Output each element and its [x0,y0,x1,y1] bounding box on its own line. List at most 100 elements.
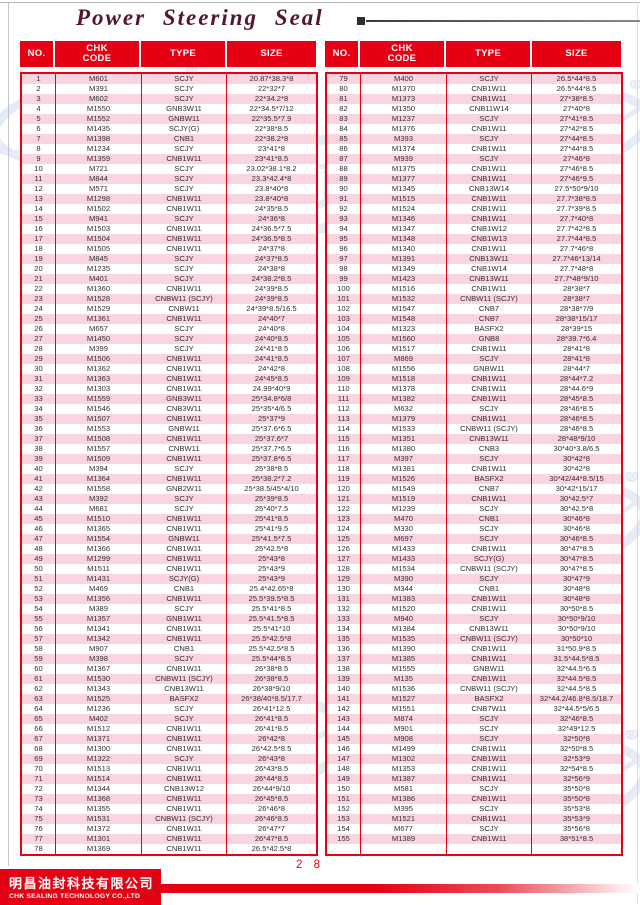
cell-size: 30*46*8.5 [559,534,594,543]
cell-no: 94 [327,224,361,234]
cell-chk-code: M1375 [361,164,447,174]
cell-chk-code: M1356 [56,594,142,604]
cell-chk-code: M1390 [361,644,447,654]
cell-size: 24*35*8.5 [254,204,289,213]
table-row: 123 M470 CNB1 30*46*8 [327,514,621,524]
table-row: 63 M1525 BASFX2 26*38/40*8.5/17.7 [22,694,316,704]
table-row: 132 M1520 CNB1W11 30*50*8.5 [327,604,621,614]
cell-chk-code: M1433 [361,544,447,554]
cell-type: SCJY [447,724,532,734]
cell-no: 72 [22,784,56,794]
cell-size: 28*38*7 [562,284,591,293]
cell-no: 120 [327,484,361,494]
table-row: 22 M1360 CNB1W11 24*39*8.5 [22,284,316,294]
table-row: 72 M1344 CNB13W12 26*44*9/10 [22,784,316,794]
cell-size: 30*47*9 [562,574,591,583]
cell-no: 45 [22,514,56,524]
cell-no: 31 [22,374,56,384]
cell-type: CNB3 [447,444,532,454]
cell-no: 110 [327,384,361,394]
cell-size: 28*44*7 [562,364,591,373]
table-row: 137 M1385 CNB1W11 31.5*44.5*8.5 [327,654,621,664]
cell-type: CNB1W11 [142,234,227,244]
column-header: SIZE [227,41,316,67]
cell-no: 134 [327,624,361,634]
cell-no: 40 [22,464,56,474]
cell-type: CNB1W11 [142,284,227,294]
cell-chk-code: M1510 [56,514,142,524]
cell-no: 16 [22,224,56,234]
cell-chk-code: M1551 [361,704,447,714]
table-row: 142 M1551 CNB7W11 32*44.5*5/6.5 [327,704,621,714]
cell-no: 17 [22,234,56,244]
cell-chk-code: M1389 [361,834,447,844]
cell-type: SCJY [447,734,532,744]
table-row: 125 M697 SCJY 30*46*8.5 [327,534,621,544]
cell-chk-code: M1534 [361,564,447,574]
cell-size: 25*34.8*6/8 [251,394,292,403]
cell-size: 26*46*8 [257,804,286,813]
cell-chk-code: M571 [56,184,142,194]
cell-size: 28*38*7 [562,294,591,303]
cell-chk-code: M1344 [56,784,142,794]
cell-no: 87 [327,154,361,164]
cell-chk-code: M939 [361,154,447,164]
table-row: 121 M1519 CNB1W11 30*42.5*7 [327,494,621,504]
cell-size: 27*42*8.5 [559,124,594,133]
cell-size: 25*38.5/45*4/10 [244,484,299,493]
table-row: 139 M135 CNB1W11 32*44.5*8.5 [327,674,621,684]
cell-no: 25 [22,314,56,324]
table-row: 134 M1384 CNB13W11 30*50*9/10 [327,624,621,634]
cell-no: 39 [22,454,56,464]
cell-type: SCJY [142,274,227,284]
cell-no: 24 [22,304,56,314]
table-row: 136 M1390 CNB1W11 31*50.9*8.5 [327,644,621,654]
cell-type: CNBW11 (SCJY) [142,674,227,684]
cell-chk-code: M397 [361,454,447,464]
cell-chk-code: M907 [56,644,142,654]
cell-size: 28*38*7/9 [559,304,594,313]
cell-no: 76 [22,824,56,834]
cell-no: 97 [327,254,361,264]
cell-type: SCJY [142,144,227,154]
cell-size: 27*46*9.5 [559,174,594,183]
cell-no: 143 [327,714,361,724]
cell-no: 105 [327,334,361,344]
cell-no: 137 [327,654,361,664]
company-name-chinese: 明昌油封科技有限公司 [9,876,155,891]
cell-chk-code: M1360 [56,284,142,294]
cell-type: CNB1W11 [142,794,227,804]
title-rule-line [366,20,640,22]
table-row: 62 M1343 CNB13W11 26*38*9/10 [22,684,316,694]
cell-chk-code: M389 [56,604,142,614]
cell-size: 30*47*8.5 [559,554,594,563]
table-row: 89 M1377 CNB1W11 27*46*9.5 [327,174,621,184]
cell-size: 24*41*8.5 [254,354,289,363]
cell-no: 114 [327,424,361,434]
table-row: 51 M1431 SCJY(G) 25*43*9 [22,574,316,584]
table-row: 12 M571 SCJY 23.8*40*8 [22,184,316,194]
cell-type: CNB1W11 [142,244,227,254]
table-row: 130 M344 CNB1 30*48*8 [327,584,621,594]
cell-chk-code: M1362 [56,364,142,374]
cell-chk-code: M1239 [361,504,447,514]
cell-size: 32*44.5*5/6.5 [553,704,600,713]
cell-chk-code: M1502 [56,204,142,214]
table-row: 42 M1558 GNB2W11 25*38.5/45*4/10 [22,484,316,494]
cell-chk-code: M1299 [56,554,142,564]
cell-no: 63 [22,694,56,704]
cell-chk-code: M1435 [56,124,142,134]
cell-no: 41 [22,474,56,484]
cell-chk-code: M1521 [361,814,447,824]
cell-chk-code: M1348 [361,234,447,244]
cell-no: 66 [22,724,56,734]
cell-size: 26.5*44*8.5 [556,74,597,83]
table-row: 58 M907 CNB1 25.5*42.5*8.5 [22,644,316,654]
cell-chk-code: M1371 [56,734,142,744]
cell-no: 124 [327,524,361,534]
cell-size: 31*50.9*8.5 [556,644,597,653]
cell-chk-code: M1349 [361,264,447,274]
cell-size: 22*38*8.5 [254,124,289,133]
cell-type: CNB1W11 [142,554,227,564]
